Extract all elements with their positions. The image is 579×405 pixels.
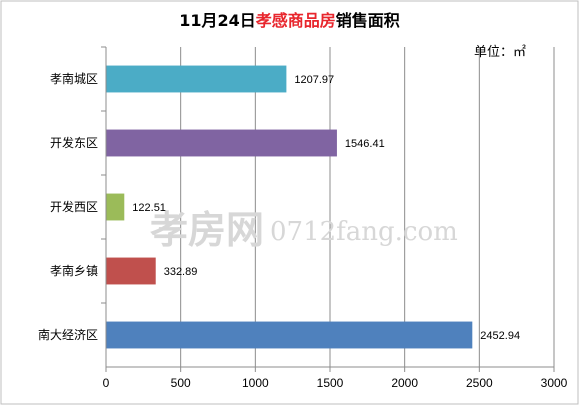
category-label-0: 孝南城区 bbox=[50, 71, 98, 86]
watermark: 孝房网 0712fang.com bbox=[150, 208, 458, 252]
value-label-2: 122.51 bbox=[132, 202, 166, 214]
x-tick-label-1000: 1000 bbox=[242, 376, 269, 390]
bar-1 bbox=[106, 129, 337, 157]
x-tick-label-2000: 2000 bbox=[391, 376, 418, 390]
x-tick-label-0: 0 bbox=[103, 376, 110, 390]
chart-title-part-1: 孝感商品房 bbox=[255, 11, 336, 30]
chart-title: 11月24日孝感商品房销售面积 bbox=[179, 11, 400, 30]
x-tick-label-2500: 2500 bbox=[466, 376, 493, 390]
value-label-1: 1546.41 bbox=[345, 138, 385, 150]
axes: 0 500 1000 1500 2000 2500 3000 孝南城区开发东区开发西区孝南乡镇… bbox=[38, 46, 568, 390]
grid-lines bbox=[180, 47, 555, 367]
category-label-3: 孝南乡镇 bbox=[50, 263, 98, 278]
watermark-logo: 孝房网 bbox=[150, 208, 264, 252]
watermark-url: 0712fang.com bbox=[270, 217, 458, 247]
category-label-2: 开发西区 bbox=[50, 199, 98, 214]
bar-0 bbox=[106, 65, 287, 93]
chart-title-part-0: 11月24日 bbox=[179, 11, 256, 30]
category-label-1: 开发东区 bbox=[50, 135, 98, 150]
bar-2 bbox=[106, 193, 125, 221]
value-label-3: 332.89 bbox=[164, 266, 198, 278]
bars: 1207.97 1546.41 122.51 332.89 2452.94 bbox=[106, 65, 520, 349]
chart-title-part-2: 销售面积 bbox=[336, 11, 400, 30]
bar-3 bbox=[106, 257, 156, 285]
value-label-0: 1207.97 bbox=[294, 74, 334, 86]
x-tick-label-3000: 3000 bbox=[541, 376, 568, 390]
unit-label: 单位：㎡ bbox=[474, 45, 526, 60]
bar-4 bbox=[106, 321, 473, 349]
value-label-4: 2452.94 bbox=[480, 330, 520, 342]
category-label-4: 南大经济区 bbox=[38, 327, 98, 342]
x-tick-label-500: 500 bbox=[171, 376, 191, 390]
x-tick-label-1500: 1500 bbox=[317, 376, 344, 390]
